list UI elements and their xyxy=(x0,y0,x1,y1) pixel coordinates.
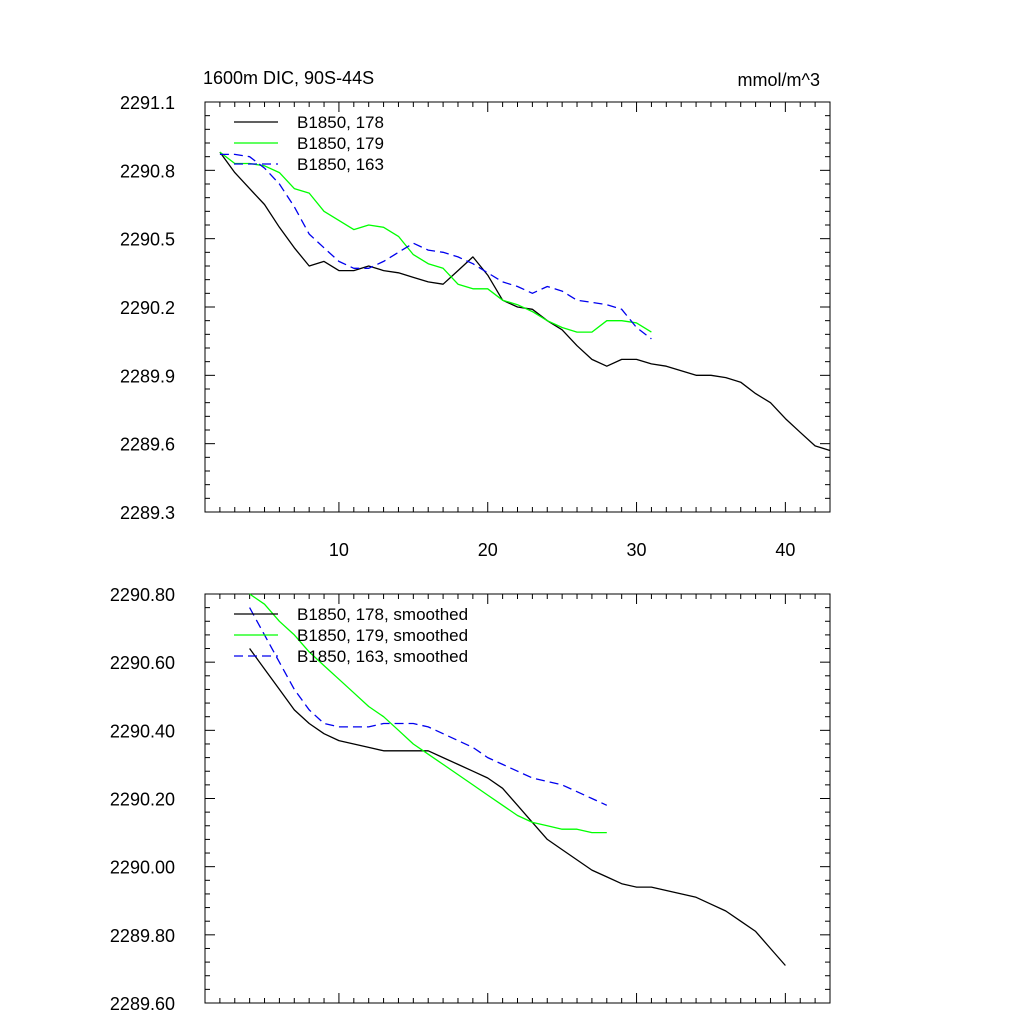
y-tick-label: 2291.1 xyxy=(120,93,175,113)
bottom-panel: 2289.60 2289.80 2290.00 2290.20 2290.40 2290.… xyxy=(110,585,831,1014)
legend-label-1: B1850, 179, smoothed xyxy=(297,626,468,645)
y-tick-label: 2290.2 xyxy=(120,298,175,318)
x-tick-label: 20 xyxy=(478,540,498,560)
legend-label-2: B1850, 163, smoothed xyxy=(297,647,468,666)
y-tick-label: 2290.5 xyxy=(120,230,175,250)
units-label: mmol/m^3 xyxy=(738,70,820,90)
y-tick-label: 2289.60 xyxy=(110,994,175,1014)
top-legend: B1850, 178 B1850, 179 B1850, 163 xyxy=(234,113,384,174)
legend-label-0: B1850, 178, smoothed xyxy=(297,605,468,624)
y-tick-label: 2290.00 xyxy=(110,858,175,878)
series-line-1 xyxy=(249,593,607,834)
x-tick-label: 10 xyxy=(329,540,349,560)
series-line-2 xyxy=(219,153,652,340)
series-line-1 xyxy=(219,151,652,333)
y-tick-label: 2289.3 xyxy=(120,503,175,523)
y-tick-label: 2290.40 xyxy=(110,721,175,741)
chart-title: 1600m DIC, 90S-44S xyxy=(203,68,374,88)
bottom-plot-area: 2289.60 2289.80 2290.00 2290.20 2290.40 2290.… xyxy=(110,585,831,1014)
y-tick-label: 2290.60 xyxy=(110,653,175,673)
legend-label-2: B1850, 163 xyxy=(297,155,384,174)
legend-label-1: B1850, 179 xyxy=(297,134,384,153)
y-tick-label: 2290.20 xyxy=(110,790,175,810)
bottom-legend: B1850, 178, smoothed B1850, 179, smoothed… xyxy=(234,605,468,666)
series-line-0 xyxy=(249,648,786,966)
top-panel: 1600m DIC, 90S-44S mmol/m^3 10 20 30 40 2289… xyxy=(120,68,831,560)
top-plot-area: 10 20 30 40 2289.3 2289.6 2289.9 2290.2 2290.5 22… xyxy=(120,93,831,560)
y-tick-label: 2290.8 xyxy=(120,161,175,181)
legend-label-0: B1850, 178 xyxy=(297,113,384,132)
y-tick-label: 2290.80 xyxy=(110,585,175,605)
y-tick-label: 2289.9 xyxy=(120,366,175,386)
x-tick-label: 30 xyxy=(627,540,647,560)
x-tick-label: 40 xyxy=(775,540,795,560)
y-tick-label: 2289.80 xyxy=(110,926,175,946)
series-line-0 xyxy=(219,151,831,452)
y-tick-label: 2289.6 xyxy=(120,435,175,455)
series-line-2 xyxy=(249,607,608,806)
